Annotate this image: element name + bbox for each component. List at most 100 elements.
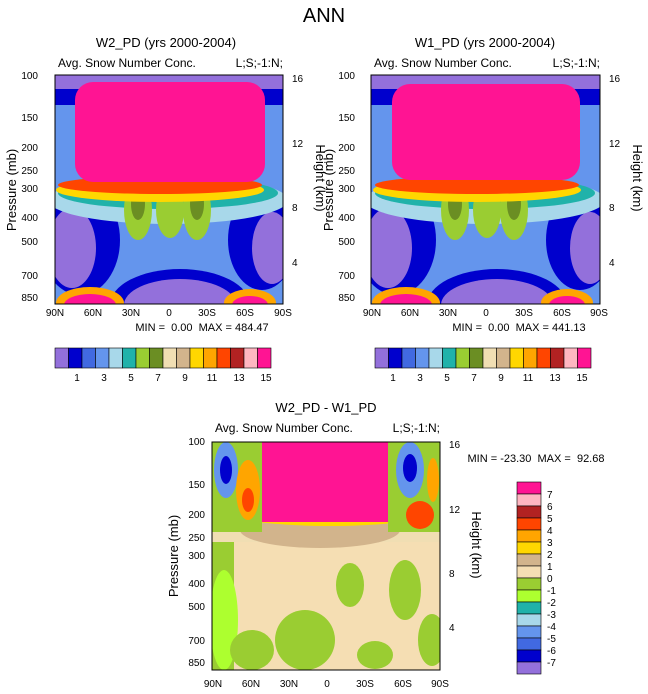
- panel-diff-subtitle-left: Avg. Snow Number Conc.: [215, 421, 353, 435]
- panel-diff-colorbar-label: -4: [547, 622, 556, 633]
- panel-w1-colorbar-label: 13: [549, 373, 561, 384]
- panel-diff-colorbar-label: -5: [547, 634, 556, 645]
- panel-diff-colorbar-label: -2: [547, 598, 556, 609]
- panel-w2-colorbar-label: 13: [233, 373, 245, 384]
- panel-w2-ytick-right: 8: [292, 203, 298, 214]
- panel-w1-colorbar-label: 11: [523, 373, 534, 384]
- panel-w2-ytick: 300: [21, 184, 38, 195]
- colorbar-swatch: [243, 347, 258, 369]
- panel-w1-colorbar-boxes: [374, 347, 592, 369]
- panel-w2-xtick: 60S: [236, 308, 254, 319]
- colorbar-swatch: [108, 347, 123, 369]
- panel-w2-xtick: 90S: [274, 308, 292, 319]
- colorbar-swatch: [516, 613, 542, 627]
- panel-w2-ytick: 150: [21, 113, 38, 124]
- panel-w1-yticks-left: 100 150 200 250 300 400 500 700 850: [338, 71, 355, 304]
- colorbar-swatch: [516, 529, 542, 543]
- panel-w2: W2_PD (yrs 2000-2004) Avg. Snow Number C…: [4, 35, 328, 384]
- panel-w1-colorbar-label: 1: [390, 373, 396, 384]
- panel-w2-ylabel-right: Height (km): [313, 144, 328, 211]
- panel-diff-xtick: 60N: [242, 679, 260, 690]
- panel-w1-ylabel: Pressure (mb): [321, 149, 336, 231]
- colorbar-swatch: [388, 347, 403, 369]
- panel-w1-ytick-right: 12: [609, 139, 621, 150]
- panel-w2-ytick: 850: [21, 293, 38, 304]
- panel-w1-colorbar-label: 5: [444, 373, 450, 384]
- panel-w2-ylabel: Pressure (mb): [4, 149, 19, 231]
- colorbar-swatch: [516, 589, 542, 603]
- colorbar-swatch: [536, 347, 551, 369]
- panel-diff-colorbar-label: 3: [547, 538, 553, 549]
- colorbar-swatch: [509, 347, 524, 369]
- colorbar-swatch: [516, 541, 542, 555]
- panel-diff-ytick: 850: [188, 658, 205, 669]
- panel-w1-field: [371, 75, 600, 304]
- panel-w1-ytick-right: 16: [609, 74, 621, 85]
- panel-diff-xtick: 0: [324, 679, 330, 690]
- panel-diff-colorbar-label: 7: [547, 490, 553, 501]
- panel-diff-yticks-left: 100 150 200 250 300 400 500 700 850: [188, 437, 205, 669]
- panel-diff-xtick: 90S: [431, 679, 449, 690]
- colorbar-swatch: [428, 347, 443, 369]
- panel-w2-ytick: 700: [21, 271, 38, 282]
- panel-w2-xtick: 30N: [122, 308, 140, 319]
- panel-w2-colorbar-label: 5: [128, 373, 134, 384]
- panel-w2-subtitle-right: L;S;-1:N;: [236, 56, 283, 70]
- colorbar-swatch: [415, 347, 430, 369]
- panel-diff-xticks: 90N 60N 30N 0 30S 60S 90S: [204, 679, 449, 690]
- panel-w2-xticks: 90N 60N 30N 0 30S 60S 90S: [46, 308, 292, 319]
- colorbar-swatch: [401, 347, 416, 369]
- colorbar-swatch: [442, 347, 457, 369]
- panel-w1-xtick: 90N: [363, 308, 381, 319]
- panel-w1-ytick-right: 4: [609, 258, 615, 269]
- panel-diff-colorbar-label: 1: [547, 562, 553, 573]
- panel-w1-ytick: 100: [338, 71, 355, 82]
- panel-diff-ytick: 100: [188, 437, 205, 448]
- panel-diff-ytick-right: 8: [449, 569, 455, 580]
- panel-w2-colorbar-boxes: [54, 347, 272, 369]
- panel-diff-colorbar-label: 5: [547, 514, 553, 525]
- colorbar-swatch: [516, 577, 542, 591]
- colorbar-swatch: [189, 347, 204, 369]
- panel-w1-colorbar-label: 3: [417, 373, 423, 384]
- colorbar-swatch: [257, 347, 272, 369]
- panel-w1-xtick: 0: [483, 308, 489, 319]
- panel-w2-xtick: 90N: [46, 308, 64, 319]
- panel-w2-yticks-left: 100 150 200 250 300 400 500 700 850: [21, 71, 38, 304]
- panel-w1-ytick: 700: [338, 271, 355, 282]
- panel-w1-xtick: 60N: [401, 308, 419, 319]
- panel-diff-colorbar-label: -6: [547, 646, 556, 657]
- panel-w1-ytick: 200: [338, 143, 355, 154]
- panel-w1-stats: MIN = 0.00 MAX = 441.13: [452, 322, 585, 334]
- panel-w1-ytick: 250: [338, 166, 355, 177]
- colorbar-swatch: [516, 505, 542, 519]
- colorbar-swatch: [374, 347, 389, 369]
- panel-w2-colorbar: 1 3 5 7 9 11 13 15: [54, 347, 272, 384]
- panel-w2-field: [55, 75, 283, 304]
- colorbar-swatch: [516, 637, 542, 651]
- panel-w1-colorbar-label: 15: [576, 373, 588, 384]
- colorbar-swatch: [216, 347, 231, 369]
- panel-w1-ytick: 500: [338, 237, 355, 248]
- panel-diff-colorbar-boxes: [516, 481, 542, 675]
- panel-w1-xtick: 30S: [515, 308, 533, 319]
- panel-w1-colorbar-label: 7: [471, 373, 477, 384]
- panel-diff-ytick: 400: [188, 579, 205, 590]
- panel-w1-ytick: 300: [338, 184, 355, 195]
- panel-w1-yticks-right: 16 12 8 4: [609, 74, 621, 269]
- panel-diff-colorbar-label: 4: [547, 526, 553, 537]
- panel-diff-yticks-right: 16 12 8 4: [449, 440, 461, 634]
- colorbar-swatch: [68, 347, 83, 369]
- panel-w1-ytick-right: 8: [609, 203, 615, 214]
- colorbar-swatch: [230, 347, 245, 369]
- panel-w1-colorbar: 1 3 5 7 9 11 13 15: [374, 347, 592, 384]
- colorbar-swatch: [516, 517, 542, 531]
- panel-w2-xtick: 30S: [198, 308, 216, 319]
- panel-diff-colorbar-label: 0: [547, 574, 553, 585]
- panel-diff-subtitle-right: L;S;-1:N;: [393, 421, 440, 435]
- colorbar-swatch: [516, 625, 542, 639]
- colorbar-swatch: [81, 347, 96, 369]
- colorbar-swatch: [54, 347, 69, 369]
- panel-w1-subtitle-left: Avg. Snow Number Conc.: [374, 56, 512, 70]
